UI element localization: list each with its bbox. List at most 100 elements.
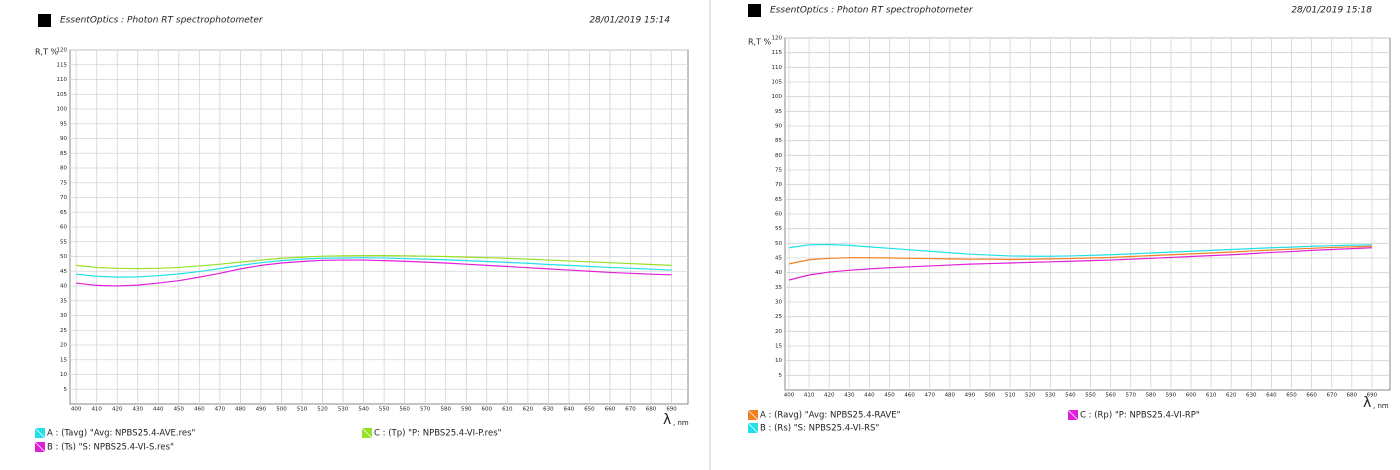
y-tick-label: 45 (60, 269, 67, 275)
x-tick-label: 610 (1206, 393, 1217, 399)
x-tick-label: 680 (646, 407, 657, 413)
y-tick-label: 110 (772, 65, 783, 71)
x-tick-label: 580 (1146, 393, 1157, 399)
x-tick-label: 660 (605, 407, 616, 413)
y-tick-label: 115 (772, 50, 783, 56)
x-tick-label: 620 (1226, 393, 1237, 399)
y-tick-label: 30 (60, 313, 67, 319)
x-tick-label: 560 (1105, 393, 1116, 399)
x-tick-label: 430 (844, 393, 855, 399)
series-line (788, 243, 1372, 257)
x-tick-label: 550 (379, 407, 390, 413)
x-tick-label: 430 (133, 407, 144, 413)
y-tick-label: 15 (60, 357, 67, 363)
x-tick-label: 490 (256, 407, 267, 413)
header-timestamp: 28/01/2019 15:18 (1291, 6, 1372, 16)
header-timestamp: 28/01/2019 15:14 (589, 16, 670, 26)
y-tick-label: 25 (775, 314, 782, 320)
series-line (76, 255, 672, 270)
y-tick-label: 80 (775, 153, 782, 159)
y-tick-label: 55 (60, 239, 67, 245)
legend-label: A : (Tavg) "Avg: NPBS25.4-AVE.res" (47, 429, 196, 439)
x-tick-label: 600 (482, 407, 493, 413)
y-tick-label: 35 (60, 298, 67, 304)
y-axis-label: R,T % (35, 48, 59, 57)
y-tick-label: 80 (60, 166, 67, 172)
y-tick-label: 70 (60, 195, 67, 201)
x-tick-label: 620 (523, 407, 534, 413)
x-tick-label: 400 (71, 407, 82, 413)
x-tick-label: 520 (317, 407, 328, 413)
x-tick-label: 630 (1246, 393, 1257, 399)
x-tick-label: 410 (91, 407, 102, 413)
x-tick-label: 530 (338, 407, 349, 413)
x-tick-label: 470 (215, 407, 226, 413)
x-tick-label: 500 (276, 407, 287, 413)
series-line (788, 245, 1372, 265)
x-tick-label: 630 (543, 407, 554, 413)
x-tick-label: 540 (358, 407, 369, 413)
x-tick-label: 460 (194, 407, 205, 413)
y-axis-label: R,T % (748, 38, 772, 47)
y-tick-label: 60 (775, 212, 782, 218)
y-tick-label: 20 (775, 329, 782, 335)
legend-swatch-mark (34, 427, 46, 439)
y-tick-label: 100 (57, 107, 68, 113)
x-tick-label: 640 (1266, 393, 1277, 399)
y-tick-label: 90 (775, 124, 782, 130)
y-tick-label: 110 (57, 77, 68, 83)
x-tick-label: 440 (864, 393, 875, 399)
y-tick-label: 70 (775, 182, 782, 188)
y-tick-label: 95 (60, 121, 67, 127)
x-tick-label: 560 (399, 407, 410, 413)
y-tick-label: 45 (775, 256, 782, 262)
x-tick-label: 570 (420, 407, 431, 413)
x-tick-label: 400 (784, 393, 795, 399)
x-tick-label: 690 (666, 407, 677, 413)
x-tick-label: 410 (804, 393, 815, 399)
x-tick-label: 460 (904, 393, 915, 399)
y-tick-label: 75 (60, 180, 67, 186)
logo (748, 4, 761, 17)
y-tick-label: 115 (57, 62, 68, 68)
x-tick-label: 510 (297, 407, 308, 413)
x-tick-label: 580 (440, 407, 451, 413)
x-tick-label: 570 (1125, 393, 1136, 399)
y-tick-label: 50 (60, 254, 67, 260)
y-tick-label: 5 (779, 373, 783, 379)
legend-swatch-mark (747, 409, 759, 421)
legend-label: C : (Rp) "P: NPBS25.4-VI-RP" (1080, 411, 1200, 421)
x-tick-label: 650 (584, 407, 595, 413)
y-tick-label: 20 (60, 343, 67, 349)
x-tick-label: 640 (564, 407, 575, 413)
legend-swatch-mark (747, 422, 759, 434)
y-tick-label: 75 (775, 168, 782, 174)
series-line (76, 259, 672, 287)
legend-label: B : (Ts) "S: NPBS25.4-VI-S.res" (47, 443, 174, 453)
x-tick-label: 520 (1025, 393, 1036, 399)
y-tick-label: 55 (775, 226, 782, 232)
x-tick-label: 420 (112, 407, 123, 413)
x-tick-label: 690 (1367, 393, 1378, 399)
y-tick-label: 65 (775, 197, 782, 203)
x-tick-label: 450 (884, 393, 895, 399)
y-tick-label: 15 (775, 344, 782, 350)
y-tick-label: 10 (775, 358, 782, 364)
y-tick-label: 105 (57, 92, 68, 98)
y-tick-label: 120 (772, 36, 783, 42)
x-tick-label: 480 (945, 393, 956, 399)
x-axis-label: λ (1363, 395, 1371, 411)
y-tick-label: 85 (775, 138, 782, 144)
x-tick-label: 440 (153, 407, 164, 413)
x-tick-label: 420 (824, 393, 835, 399)
y-tick-label: 90 (60, 136, 67, 142)
x-tick-label: 500 (985, 393, 996, 399)
y-tick-label: 95 (775, 109, 782, 115)
x-tick-label: 550 (1085, 393, 1096, 399)
y-tick-label: 5 (64, 387, 68, 393)
x-tick-label: 450 (174, 407, 185, 413)
x-tick-label: 490 (965, 393, 976, 399)
legend-label: B : (Rs) "S: NPBS25.4-VI-RS" (760, 424, 879, 434)
y-tick-label: 50 (775, 241, 782, 247)
